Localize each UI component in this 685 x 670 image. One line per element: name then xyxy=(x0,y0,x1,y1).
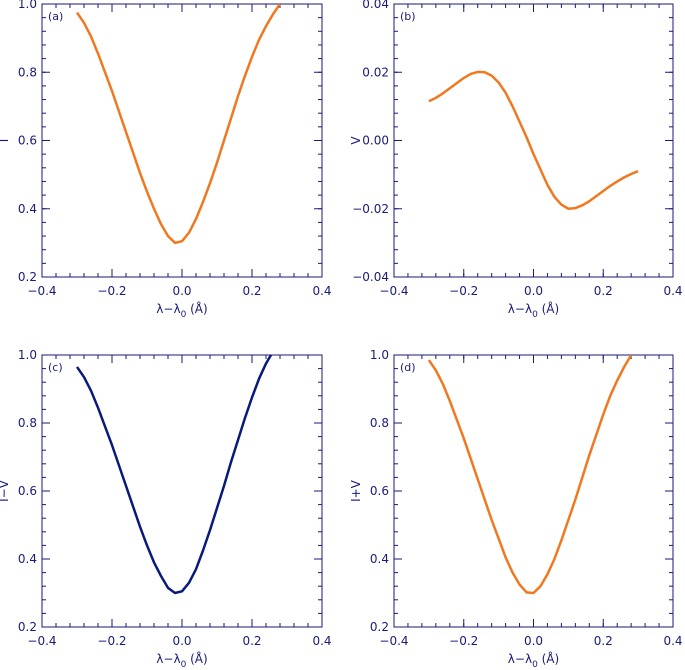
plot-frame xyxy=(393,354,674,628)
x-tick-label: −0.4 xyxy=(379,634,408,648)
panel-c: −0.4 −0.2 0.0 0.2 0.4 0.2 0.4 0.6 0.8 1.0 λ−λ0 (Å)… xyxy=(0,348,332,670)
x-tick-label: −0.4 xyxy=(27,634,56,648)
x-tick-label: −0.2 xyxy=(97,284,126,298)
x-axis-label: λ−λ0 (Å) xyxy=(508,301,559,320)
x-tick-label: 0.0 xyxy=(524,284,543,298)
y-axis-label: V xyxy=(349,136,363,145)
x-axis-label-unit: (Å) xyxy=(538,651,559,666)
x-axis-label-sub: 0 xyxy=(532,660,538,670)
x-tick-label: 0.2 xyxy=(242,284,261,298)
x-axis-label-sub: 0 xyxy=(532,310,538,320)
y-tick-label: 0.4 xyxy=(370,552,389,566)
x-tick-label: −0.4 xyxy=(27,284,56,298)
x-axis-label: λ−λ0 (Å) xyxy=(156,301,207,320)
y-tick-label: 1.0 xyxy=(18,0,37,11)
panel-b: −0.4 −0.2 0.0 0.2 0.4 −0.04 −0.02 0.00 0.02 0.04 λ… xyxy=(349,0,683,320)
x-tick-label: 0.4 xyxy=(312,284,331,298)
x-tick-label: 0.4 xyxy=(663,284,682,298)
plot-frame xyxy=(41,354,323,628)
x-axis-label-unit: (Å) xyxy=(186,301,207,316)
y-tick-label: 0.6 xyxy=(18,484,37,498)
y-tick-label: 0.8 xyxy=(18,416,37,430)
x-axis-label: λ−λ0 (Å) xyxy=(508,651,559,670)
x-tick-label: 0.2 xyxy=(242,634,261,648)
panel-label: (a) xyxy=(48,10,63,23)
y-tick-label: 0.2 xyxy=(370,620,389,634)
x-tick-label: 0.0 xyxy=(524,634,543,648)
x-axis-label-main: λ−λ xyxy=(508,652,532,666)
panel-d: −0.4 −0.2 0.0 0.2 0.4 0.2 0.4 0.6 0.8 1.0 λ−λ0 (Å)… xyxy=(349,348,683,670)
y-axis-label: I+V xyxy=(349,479,363,502)
y-tick-label: −0.04 xyxy=(352,270,389,284)
x-tick-label: −0.4 xyxy=(379,284,408,298)
plot-frame xyxy=(393,3,674,278)
series-line xyxy=(75,355,273,595)
panel-label: (d) xyxy=(400,361,416,374)
x-tick-label: −0.2 xyxy=(97,634,126,648)
y-tick-label: 0.4 xyxy=(18,202,37,216)
y-tick-label: 0.4 xyxy=(18,552,37,566)
x-tick-label: 0.2 xyxy=(594,284,613,298)
y-tick-label: 1.0 xyxy=(18,348,37,362)
x-axis-label-unit: (Å) xyxy=(186,651,207,666)
y-tick-label: 0.2 xyxy=(18,270,37,284)
y-tick-label: 0.8 xyxy=(18,65,37,79)
series-line xyxy=(428,70,639,210)
x-axis-label-sub: 0 xyxy=(181,310,187,320)
y-tick-label: 0.6 xyxy=(18,134,37,148)
x-tick-label: 0.4 xyxy=(312,634,331,648)
panel-label: (b) xyxy=(400,10,416,23)
y-tick-label: 0.00 xyxy=(362,134,389,148)
x-axis-label: λ−λ0 (Å) xyxy=(156,651,207,670)
y-tick-label: 1.0 xyxy=(370,348,389,362)
panel-label: (c) xyxy=(48,361,63,374)
y-tick-label: 0.02 xyxy=(362,65,389,79)
panel-a: −0.4 −0.2 0.0 0.2 0.4 0.2 0.4 0.6 0.8 1.0 λ−λ0 (Å)… xyxy=(0,0,332,320)
y-tick-label: 0.2 xyxy=(18,620,37,634)
y-axis-label: I xyxy=(0,139,11,143)
y-axis-label: I−V xyxy=(0,479,11,502)
x-tick-label: 0.4 xyxy=(663,634,682,648)
y-tick-label: 0.6 xyxy=(370,484,389,498)
y-tick-label: 0.8 xyxy=(370,416,389,430)
x-tick-label: 0.0 xyxy=(172,634,191,648)
series-line xyxy=(427,355,633,595)
x-tick-label: 0.0 xyxy=(172,284,191,298)
x-tick-label: −0.2 xyxy=(449,634,478,648)
y-tick-label: −0.02 xyxy=(352,202,389,216)
y-tick-label: 0.04 xyxy=(362,0,389,11)
x-axis-label-main: λ−λ xyxy=(156,652,180,666)
x-axis-label-main: λ−λ xyxy=(156,302,180,316)
series-line xyxy=(75,4,282,245)
plot-frame xyxy=(41,3,323,278)
x-axis-label-unit: (Å) xyxy=(538,301,559,316)
x-tick-label: −0.2 xyxy=(449,284,478,298)
x-axis-label-sub: 0 xyxy=(181,660,187,670)
x-axis-label-main: λ−λ xyxy=(508,302,532,316)
x-tick-label: 0.2 xyxy=(594,634,613,648)
